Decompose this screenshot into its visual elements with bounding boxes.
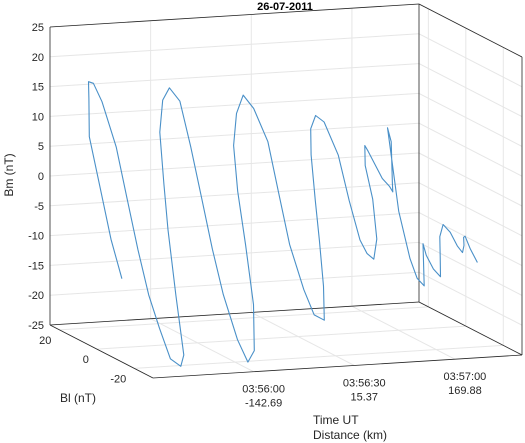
grid-line-bm-side [418,182,523,237]
bl-axis-label: Bl (nT) [60,391,96,405]
bm-tick-label: -10 [28,231,44,243]
grid-line-bm-side [418,212,523,267]
axes-box [49,3,523,379]
axes-edge [49,324,154,379]
bl-tick-label: -20 [110,373,126,385]
grid-line-bl-floor [96,325,466,350]
time-tick-label: 03:56:30 [343,377,386,389]
grid-line-time-floor [150,318,254,373]
grid-line-time-floor [251,312,355,366]
distance-tick-label: 15.37 [351,391,379,403]
chart-title: 26-07-2011 [257,1,313,13]
bm-tick-label: 15 [32,82,44,94]
distance-tick-label: 169.88 [448,385,482,397]
axes-edge [49,3,420,28]
grid-line-bl-floor [59,306,429,331]
grid-line-time-floor [351,305,456,360]
distance-tick-label: -142.69 [245,398,282,410]
grid-line-bm [49,63,420,88]
grid-line-bm [49,33,420,58]
grid-line-bm-side [418,122,523,177]
grid-line-bm-side [418,92,523,147]
time-tick-label: 03:56:00 [242,384,285,396]
bm-tick-label: 25 [32,22,44,34]
bm-tick-label: 0 [38,171,44,183]
grid-line-bm-side [418,33,523,88]
grid-line-bm [49,152,420,177]
grid-line-bm-side [418,152,523,207]
grid-line-bm [49,271,420,296]
grid-line-bm [49,212,420,237]
grid-line-bm-side [418,63,523,118]
bm-axis-label: Bm (nT) [2,153,16,196]
axes-edge [49,301,420,326]
bm-tick-label: -5 [34,201,44,213]
series-line [87,81,478,367]
tick-labels: 25 20 15 10 5 0 -5 -10 -15 -20 -25 20 0 -20 03:56:00 -1… [28,22,486,410]
grid-line-bm [49,241,420,266]
bm-tick-label: 5 [38,141,44,153]
data-layer [87,81,478,367]
time-tick-label: 03:57:00 [443,371,486,383]
axes-edge [152,354,523,379]
time-axis-label: Time UT [313,413,359,427]
grid-line-bm [49,182,420,207]
bm-tick-label: -25 [28,320,44,332]
bm-tick-label: 20 [32,52,44,64]
distance-axis-label: Distance (km) [313,428,387,442]
bm-tick-label: 10 [32,111,44,123]
axes-edge [418,301,523,356]
bm-tick-label: -15 [28,260,44,272]
grid-lines [49,3,523,373]
grid-line-bm-side [418,271,523,326]
axes-edge [418,3,523,58]
bl-tick-label: 20 [39,335,51,347]
bm-tick-label: -20 [28,290,44,302]
bl-tick-label: 0 [83,354,89,366]
grid-line-bm [49,92,420,117]
grid-line-bl-floor [134,344,504,369]
grid-line-bm-side [418,241,523,296]
